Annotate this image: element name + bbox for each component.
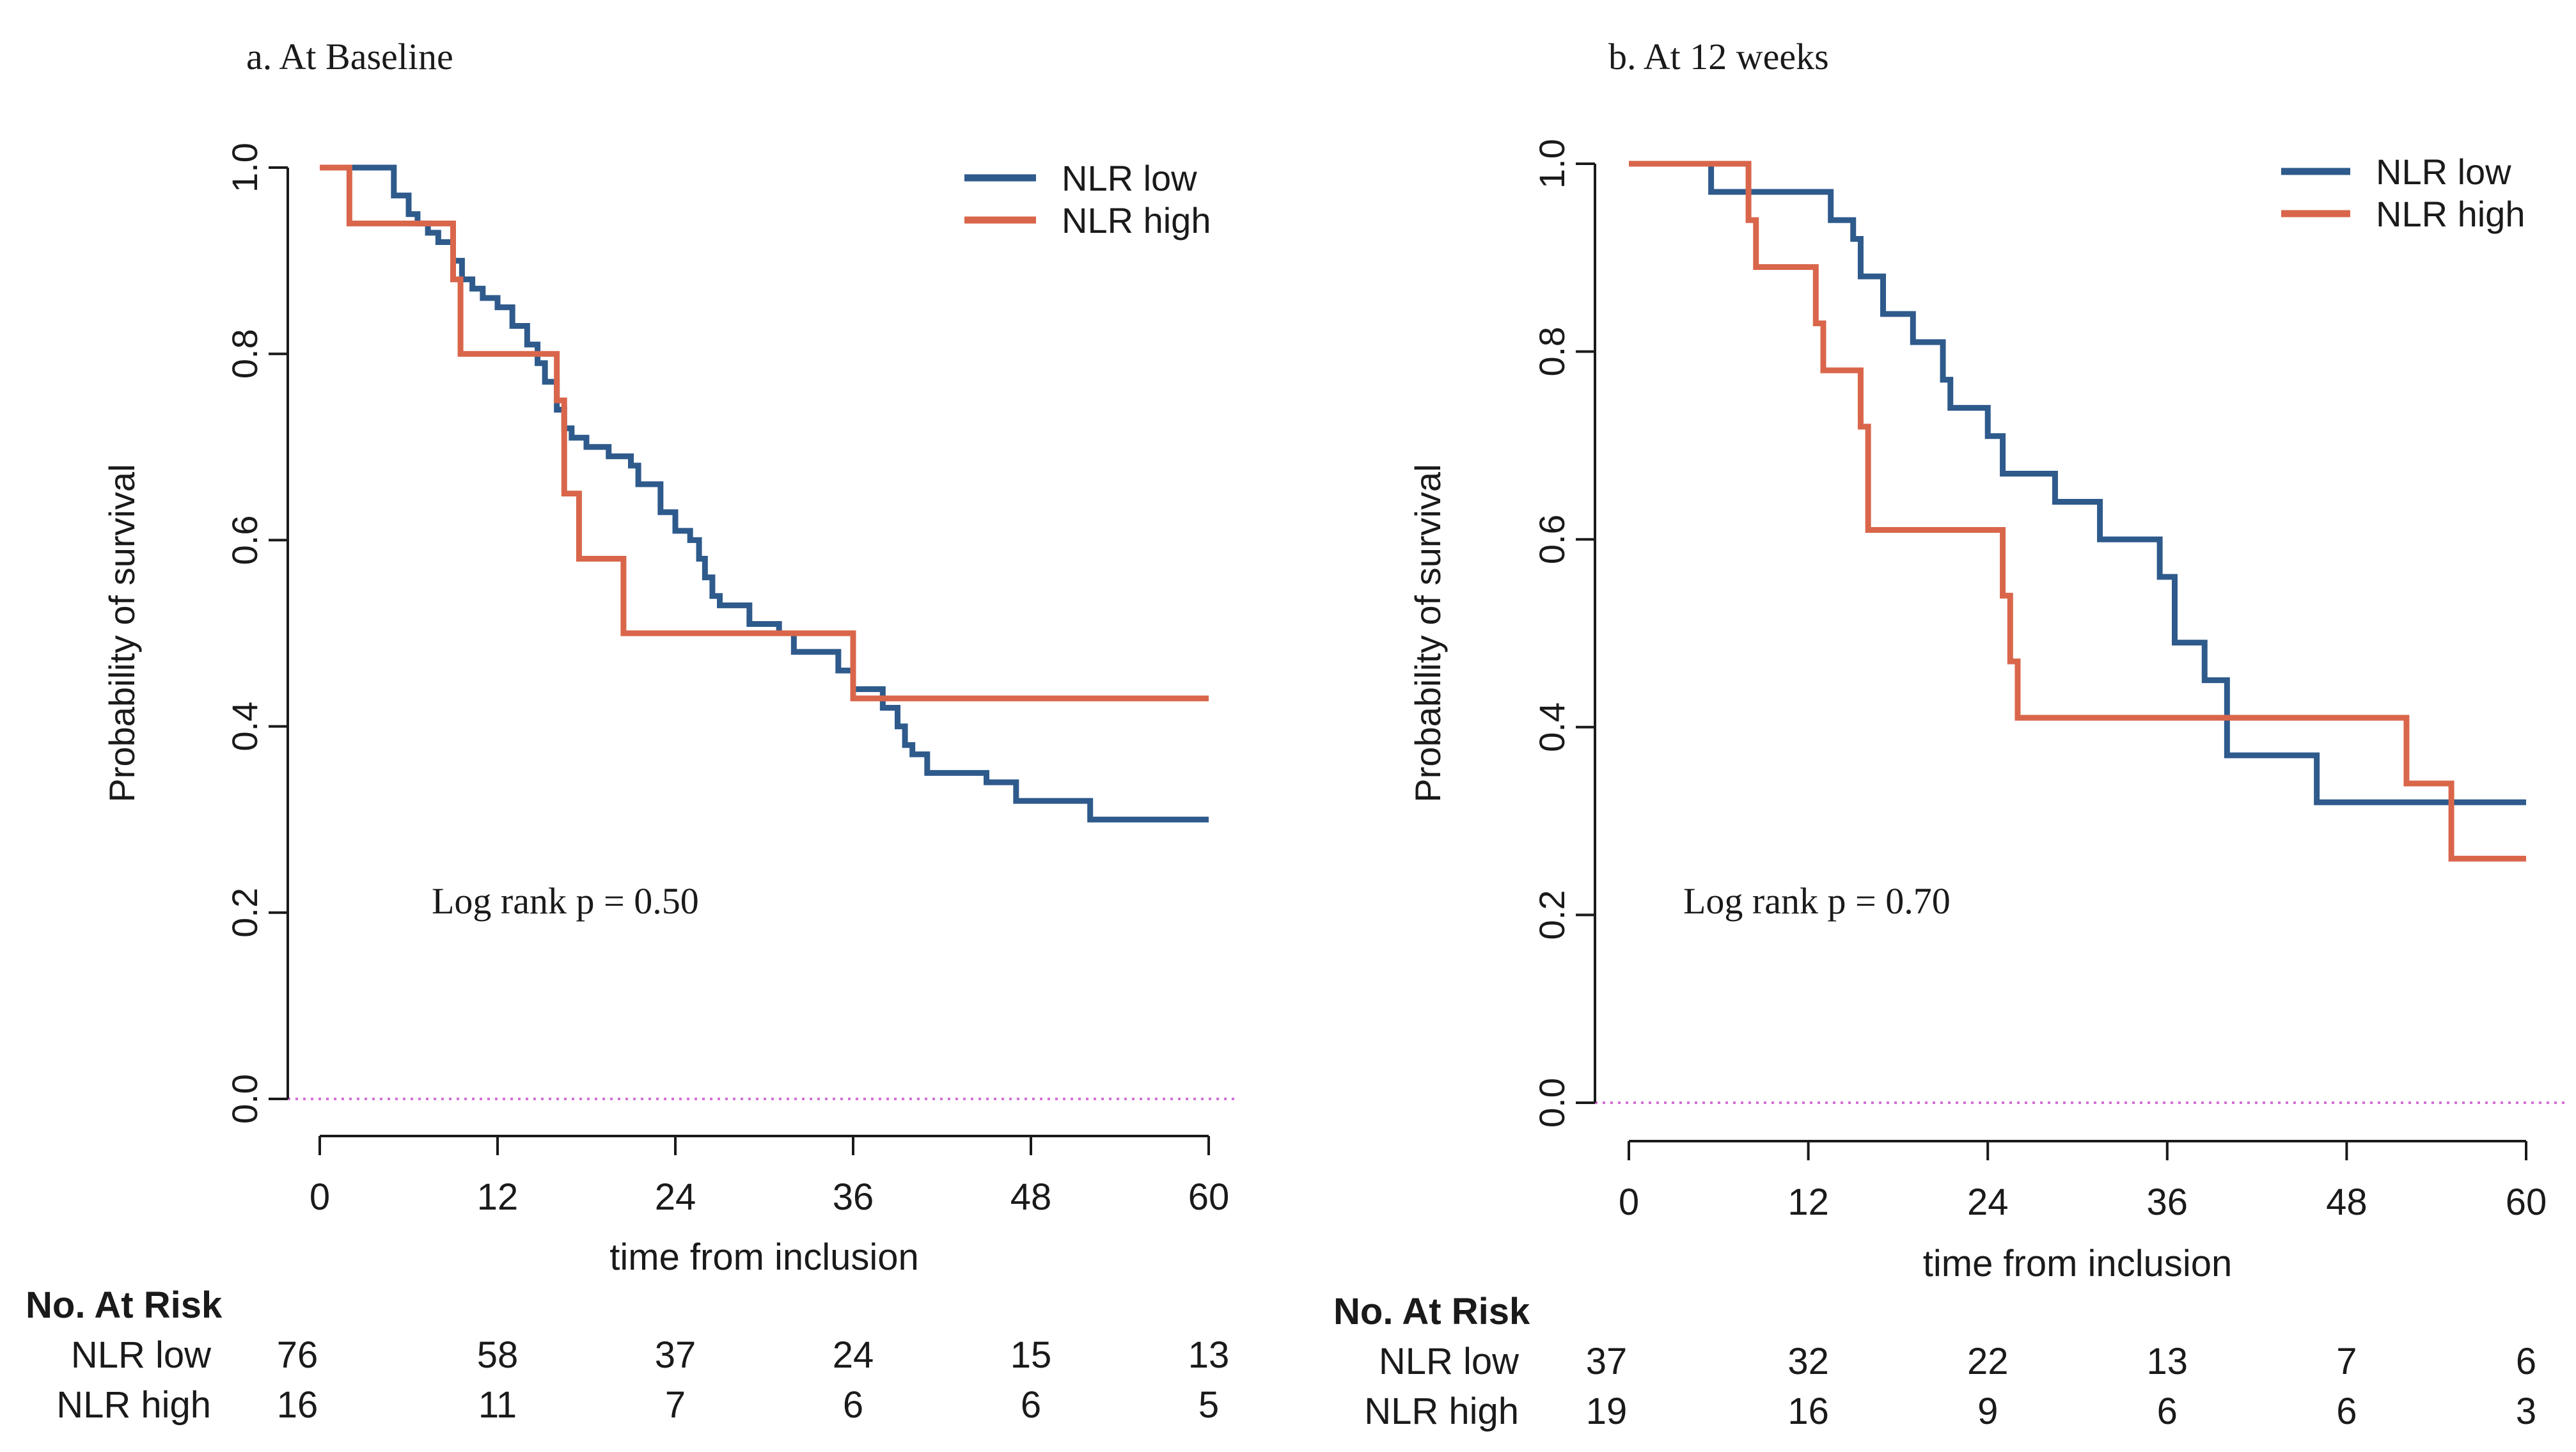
risk-count: 7 xyxy=(2336,1341,2357,1382)
risk-count: 37 xyxy=(1586,1341,1628,1382)
y-tick-label: 0.8 xyxy=(224,329,265,379)
x-tick-label: 0 xyxy=(1619,1181,1639,1223)
x-tick-label: 0 xyxy=(310,1176,330,1218)
legend-label: NLR high xyxy=(1062,200,1211,241)
logrank-annotation: Log rank p = 0.70 xyxy=(1683,880,1951,922)
logrank-annotation: Log rank p = 0.50 xyxy=(432,880,699,922)
risk-count: 6 xyxy=(2336,1391,2357,1432)
risk-count: 15 xyxy=(1010,1334,1052,1376)
x-tick-label: 12 xyxy=(1787,1181,1829,1223)
risk-count: 58 xyxy=(477,1334,519,1376)
risk-table-header: No. At Risk xyxy=(26,1284,223,1326)
legend-label: NLR low xyxy=(2376,152,2511,192)
risk-count: 6 xyxy=(2157,1391,2178,1432)
survival-curve-nlr-low xyxy=(320,164,1209,823)
y-tick-label: 0.6 xyxy=(1532,514,1572,564)
x-tick-label: 24 xyxy=(1967,1181,2009,1223)
risk-row-label: NLR high xyxy=(1364,1391,1519,1432)
y-tick-label: 0.0 xyxy=(224,1074,265,1124)
y-axis-label: Probability of survival xyxy=(102,464,142,802)
survival-curve-nlr-high xyxy=(1629,161,2526,862)
y-tick-label: 1.0 xyxy=(224,143,265,193)
risk-count: 22 xyxy=(1967,1341,2009,1382)
risk-count: 9 xyxy=(1977,1391,1998,1432)
risk-table-header: No. At Risk xyxy=(1333,1291,1530,1332)
y-tick-label: 0.8 xyxy=(1532,327,1572,377)
y-tick-label: 0.2 xyxy=(1532,890,1572,940)
risk-count: 32 xyxy=(1787,1341,1829,1382)
x-tick-label: 48 xyxy=(1010,1176,1052,1218)
risk-count: 6 xyxy=(2516,1341,2536,1382)
x-axis-label: time from inclusion xyxy=(609,1236,918,1278)
risk-count: 5 xyxy=(1198,1384,1219,1426)
y-tick-label: 0.4 xyxy=(224,702,265,752)
risk-count: 19 xyxy=(1586,1391,1628,1432)
risk-count: 6 xyxy=(843,1384,863,1426)
survival-curve-nlr-low xyxy=(1629,161,2526,805)
chart-title: b. At 12 weeks xyxy=(1608,36,1829,77)
x-tick-label: 36 xyxy=(833,1176,874,1218)
chart-title: a. At Baseline xyxy=(246,36,453,77)
risk-count: 11 xyxy=(478,1384,517,1426)
x-tick-label: 60 xyxy=(2506,1181,2547,1223)
chart-panel-a: a. At Baseline 0.0 0.2 0.4 0.6 0.8 1.0 Probabil… xyxy=(26,36,1239,1426)
risk-count: 16 xyxy=(1787,1391,1829,1432)
risk-row-label: NLR high xyxy=(56,1384,211,1426)
risk-row-label: NLR low xyxy=(71,1334,212,1376)
legend-label: NLR low xyxy=(1062,158,1197,198)
risk-row-label: NLR low xyxy=(1379,1341,1520,1382)
risk-count: 24 xyxy=(833,1334,874,1376)
chart-panel-b: b. At 12 weeks 0.0 0.2 0.4 0.6 0.8 1.0 Probabil… xyxy=(1333,36,2564,1432)
risk-count: 3 xyxy=(2516,1391,2536,1432)
x-tick-label: 48 xyxy=(2326,1181,2368,1223)
risk-count: 6 xyxy=(1021,1384,1041,1426)
risk-count: 76 xyxy=(277,1334,318,1376)
x-tick-label: 60 xyxy=(1188,1176,1230,1218)
risk-count: 7 xyxy=(665,1384,686,1426)
y-tick-label: 0.4 xyxy=(1532,702,1572,752)
y-tick-label: 0.2 xyxy=(224,888,265,938)
risk-count: 13 xyxy=(2147,1341,2188,1382)
x-tick-label: 24 xyxy=(655,1176,696,1218)
legend-label: NLR high xyxy=(2376,194,2525,234)
y-tick-label: 0.6 xyxy=(224,515,265,565)
risk-count: 13 xyxy=(1188,1334,1230,1376)
survival-curve-nlr-high xyxy=(320,164,1209,702)
risk-count: 16 xyxy=(277,1384,318,1426)
x-tick-label: 12 xyxy=(477,1176,519,1218)
y-tick-label: 1.0 xyxy=(1532,139,1572,189)
risk-count: 37 xyxy=(655,1334,696,1376)
y-tick-label: 0.0 xyxy=(1532,1078,1572,1128)
y-axis-label: Probability of survival xyxy=(1408,464,1448,802)
x-tick-label: 36 xyxy=(2147,1181,2188,1223)
x-axis-label: time from inclusion xyxy=(1923,1243,2232,1284)
